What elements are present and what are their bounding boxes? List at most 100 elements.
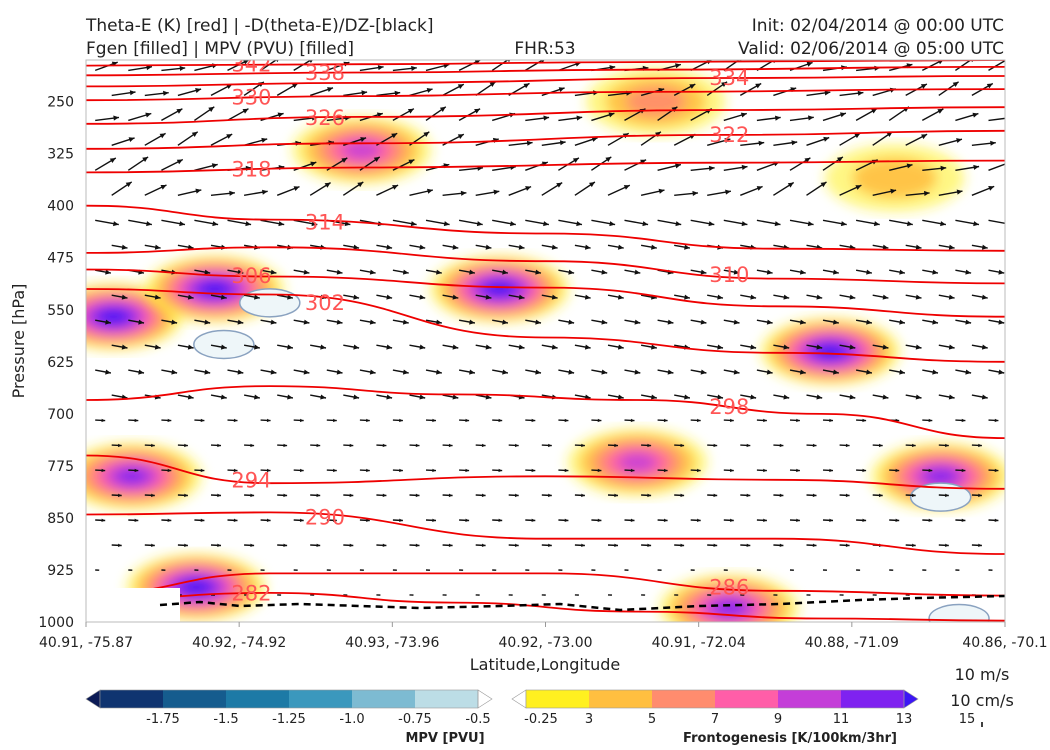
vector-arrowhead — [105, 269, 111, 275]
vector-arrowhead — [766, 369, 773, 375]
vector-arrowhead — [200, 468, 205, 473]
vector-arrowhead — [386, 294, 393, 300]
theta-e-label: 306 — [231, 264, 271, 288]
vector-arrowhead — [750, 344, 757, 350]
vector-arrowhead — [382, 493, 387, 498]
vector-arrowhead — [151, 443, 155, 448]
vector-arrowhead — [502, 269, 508, 275]
vector-arrowhead — [262, 189, 268, 195]
vector-arrowhead — [333, 418, 337, 423]
frontogenesis-blob — [760, 317, 901, 386]
vector-arrowhead — [605, 156, 612, 162]
vector-arrowhead — [270, 369, 277, 375]
vector-arrowhead — [277, 112, 284, 118]
vector-arrowhead — [796, 468, 800, 473]
vector-arrowhead — [991, 569, 993, 571]
vector-arrowhead — [320, 344, 326, 350]
vector-arrowhead — [287, 394, 293, 400]
vector-arrowhead — [310, 161, 317, 167]
vector-arrowhead — [336, 369, 343, 375]
vector-arrowhead — [121, 294, 128, 300]
vector-arrowhead — [489, 81, 496, 87]
vector-arrowhead — [825, 569, 827, 571]
colorbar-swatch — [415, 690, 479, 708]
vector-arrowhead — [882, 294, 889, 300]
vector-arrowhead — [179, 65, 186, 71]
colorbar-swatch — [715, 690, 779, 708]
vector-arrowhead — [988, 186, 995, 191]
vector-arrowhead — [617, 394, 624, 400]
x-tick-label: 40.93, -73.96 — [345, 635, 439, 651]
vector-arrowhead — [327, 87, 333, 92]
vector-arrowhead — [452, 294, 459, 300]
vector-arrowhead — [952, 81, 959, 87]
vector-arrowhead — [799, 269, 806, 275]
y-tick-label: 625 — [47, 355, 74, 371]
y-tick-label: 250 — [47, 95, 74, 111]
vector-arrowhead — [226, 84, 233, 89]
vector-arrowhead — [581, 493, 585, 498]
vector-arrowhead — [300, 418, 304, 423]
vector-arrowhead — [270, 319, 277, 325]
vector-arrowhead — [775, 594, 778, 596]
vector-arrowhead — [498, 518, 503, 522]
vector-arrowhead — [154, 344, 161, 350]
vector-arrowhead — [353, 394, 360, 400]
vector-arrowhead — [436, 269, 442, 275]
y-tick-label: 850 — [47, 511, 74, 527]
theta-e-label: 286 — [709, 575, 749, 599]
vector-arrowhead — [349, 543, 354, 547]
vector-arrowhead — [740, 112, 747, 118]
vector-arrowhead — [349, 443, 354, 448]
vector-arrowhead — [721, 81, 728, 87]
vector-arrowhead — [436, 369, 442, 375]
vector-arrowhead — [195, 88, 202, 93]
vector-arrowhead — [457, 84, 464, 89]
vector-arrowhead — [287, 344, 293, 350]
theta-e-label: 314 — [305, 210, 345, 234]
vector-arrowhead — [543, 221, 549, 227]
vector-arrowhead — [630, 418, 635, 423]
theta-e-label: 318 — [231, 158, 271, 182]
vector-arrowhead — [617, 294, 624, 300]
vector-arrowhead — [121, 244, 128, 250]
vector-arrowhead — [254, 294, 260, 300]
vector-arrowhead — [766, 319, 773, 325]
vector-arrowhead — [101, 418, 106, 423]
vector-arrowhead — [684, 244, 690, 250]
vector-arrowhead — [667, 319, 674, 325]
vector-arrowhead — [548, 493, 552, 498]
vector-arrowhead — [439, 106, 446, 112]
vector-arrowhead — [303, 319, 310, 325]
vector-arrowhead — [432, 468, 436, 473]
colorbar-swatch — [289, 690, 353, 708]
vector-arrowhead — [125, 181, 132, 188]
vector-arrowhead — [410, 221, 417, 227]
x-tick-label: 40.91, -72.04 — [652, 635, 746, 651]
vector-arrowhead — [159, 133, 166, 139]
vector-arrowhead — [109, 158, 116, 163]
vector-arrowhead — [833, 369, 839, 375]
vector-arrowhead — [452, 244, 459, 250]
y-tick-label: 475 — [47, 251, 74, 267]
vector-arrowhead — [591, 137, 598, 142]
vector-arrowhead — [866, 319, 872, 325]
vector-arrowhead — [915, 394, 922, 400]
vector-arrowhead — [217, 493, 221, 498]
vector-arrowhead — [535, 269, 541, 275]
vector-arrowhead — [857, 90, 864, 96]
vector-arrowhead — [204, 369, 211, 375]
vector-arrowhead — [667, 369, 674, 375]
vector-arrowhead — [382, 443, 387, 448]
vector-arrowhead — [882, 394, 889, 400]
vector-arrowhead — [608, 112, 615, 118]
vector-arrowhead — [972, 112, 979, 118]
vector-arrowhead — [551, 344, 558, 350]
vector-arrowhead — [515, 493, 519, 498]
vector-arrowhead — [866, 369, 872, 375]
vector-arrowhead — [395, 569, 397, 571]
vector-arrowhead — [179, 221, 185, 227]
theta-e-contour-282 — [86, 591, 1005, 622]
vector-arrowhead — [998, 269, 1005, 275]
vector-arrowhead — [121, 344, 128, 350]
